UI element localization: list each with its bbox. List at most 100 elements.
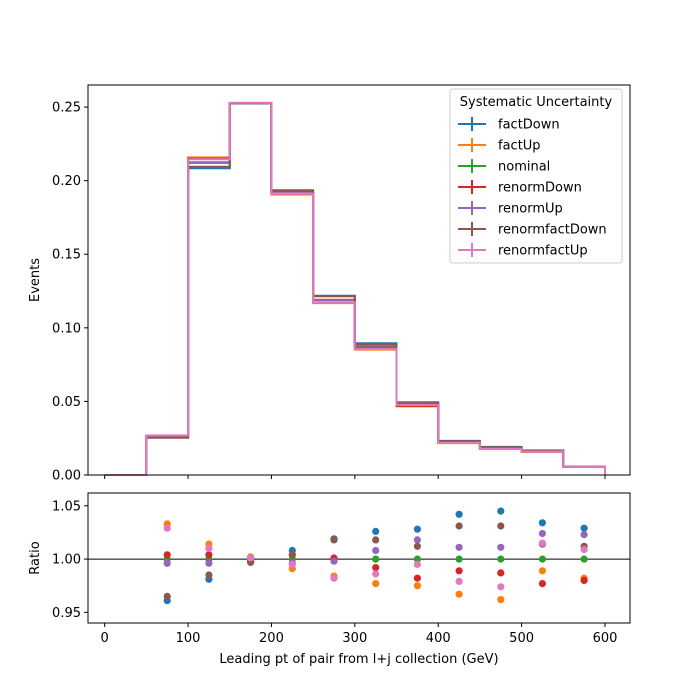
legend: Systematic Uncertainty factDown factUp nom… xyxy=(449,88,623,264)
x-axis-label: Leading pt of pair from l+j collection (… xyxy=(219,652,498,667)
ratio-point-nominal xyxy=(372,555,380,563)
legend-label: renormfactUp xyxy=(498,244,588,259)
ratio-point-factDown xyxy=(580,524,588,532)
ratio-panel: 0.95 1.00 1.05 0 100 200 300 400 500 600 Ratio L… xyxy=(28,492,631,667)
main-plot-frame xyxy=(87,84,631,476)
ratio-point-renormDown xyxy=(163,551,171,559)
ratio-x-tick-label: 300 xyxy=(342,631,367,646)
ratio-point-factUp xyxy=(372,580,380,588)
main-y-tick-label: 0.20 xyxy=(52,174,81,189)
ratio-point-renormUp xyxy=(330,557,338,565)
ratio-point-renormfactUp xyxy=(538,539,547,547)
ratio-point-nominal xyxy=(538,555,547,563)
main-y-tick-label: 0.15 xyxy=(52,248,81,263)
legend-label: renormUp xyxy=(498,202,563,217)
ratio-point-renormfactDown xyxy=(330,536,338,544)
main-y-ticks: 0.00 0.05 0.10 0.15 0.20 0.25 xyxy=(52,101,88,484)
ratio-point-factUp xyxy=(538,567,547,575)
ratio-y-ticks: 0.95 1.00 1.05 xyxy=(52,499,88,621)
ratio-point-renormfactUp xyxy=(580,545,588,554)
series-line-renormfactUp xyxy=(104,101,606,476)
ratio-point-factUp xyxy=(497,596,505,604)
ratio-x-tick-label: 400 xyxy=(426,631,451,646)
ratio-point-renormfactDown xyxy=(413,542,421,550)
ratio-point-factDown xyxy=(455,510,463,518)
ratio-point-renormfactUp xyxy=(288,560,296,569)
ratio-point-factDown xyxy=(538,519,547,527)
main-y-tick-label: 0.00 xyxy=(52,469,81,484)
ratio-point-renormfactDown xyxy=(205,571,213,579)
ratio-point-nominal xyxy=(497,555,505,563)
ratio-x-tick-label: 500 xyxy=(509,631,534,646)
ratio-point-renormfactDown xyxy=(163,592,171,601)
ratio-point-renormUp xyxy=(205,559,213,567)
ratio-point-renormDown xyxy=(372,564,380,572)
ratio-point-renormDown xyxy=(205,551,213,559)
legend-label: renormfactDown xyxy=(498,223,607,238)
ratio-point-nominal xyxy=(455,555,463,563)
legend-item-factDown: factDown xyxy=(458,117,560,133)
ratio-point-renormfactUp xyxy=(455,577,463,586)
main-y-tick-label: 0.10 xyxy=(52,321,81,336)
ratio-point-renormfactUp xyxy=(163,524,171,532)
ratio-y-tick-label: 1.05 xyxy=(52,499,81,514)
legend-item-renormUp: renormUp xyxy=(458,201,563,217)
legend-label: renormDown xyxy=(498,181,582,196)
ratio-point-renormfactUp xyxy=(372,570,380,578)
ratio-point-renormUp xyxy=(497,543,505,551)
legend-items: factDown factUp nominal renormDown renormUp r… xyxy=(458,117,607,259)
ratio-x-tick-label: 600 xyxy=(593,631,618,646)
ratio-y-tick-label: 0.95 xyxy=(52,606,81,621)
ratio-points-group xyxy=(163,507,588,605)
ratio-point-renormfactUp xyxy=(247,554,255,562)
ratio-point-renormUp xyxy=(163,559,171,567)
ratio-x-tick-label: 200 xyxy=(259,631,284,646)
legend-label: nominal xyxy=(498,160,550,175)
ratio-y-axis-label: Ratio xyxy=(28,541,43,574)
ratio-point-renormfactUp xyxy=(205,544,213,553)
main-series-group xyxy=(104,101,606,476)
ratio-point-renormfactUp xyxy=(413,560,421,569)
ratio-y-tick-label: 1.00 xyxy=(52,553,81,568)
main-x-ticks xyxy=(104,475,606,479)
ratio-point-renormDown xyxy=(497,569,505,577)
ratio-x-ticks: 0 100 200 300 400 500 600 xyxy=(101,623,618,646)
ratio-point-renormUp xyxy=(455,543,463,551)
ratio-point-factDown xyxy=(497,507,505,515)
legend-item-renormfactUp: renormfactUp xyxy=(458,243,588,259)
ratio-point-renormUp xyxy=(580,531,588,539)
main-y-axis-label: Events xyxy=(28,258,43,302)
legend-box xyxy=(449,88,623,264)
ratio-point-renormfactDown xyxy=(455,522,463,530)
ratio-point-renormfactUp xyxy=(497,583,505,591)
ratio-point-renormUp xyxy=(413,536,421,544)
ratio-x-tick-label: 100 xyxy=(176,631,201,646)
ratio-point-factUp xyxy=(455,590,463,598)
ratio-point-renormfactDown xyxy=(288,551,296,559)
ratio-plot-frame xyxy=(87,492,631,624)
ratio-point-factDown xyxy=(372,527,380,536)
legend-item-nominal: nominal xyxy=(458,159,550,175)
ratio-point-renormUp xyxy=(372,546,380,555)
main-panel: 0.00 0.05 0.10 0.15 0.20 0.25 Events xyxy=(28,84,631,484)
ratio-point-renormUp xyxy=(538,529,547,538)
main-y-tick-label: 0.05 xyxy=(52,395,81,410)
ratio-point-nominal xyxy=(580,555,588,563)
ratio-point-nominal xyxy=(413,555,421,563)
legend-item-factUp: factUp xyxy=(458,138,541,154)
ratio-point-renormfactUp xyxy=(330,574,338,582)
legend-item-renormfactDown: renormfactDown xyxy=(458,222,607,238)
ratio-x-tick-label: 0 xyxy=(101,631,109,646)
ratio-point-renormDown xyxy=(413,574,421,582)
legend-title: Systematic Uncertainty xyxy=(460,95,613,110)
legend-label: factUp xyxy=(498,139,541,154)
ratio-point-renormDown xyxy=(538,580,547,588)
ratio-point-renormfactDown xyxy=(372,536,380,544)
main-y-tick-label: 0.25 xyxy=(52,101,81,116)
legend-item-renormDown: renormDown xyxy=(458,180,582,196)
ratio-point-factUp xyxy=(413,582,421,590)
ratio-point-renormDown xyxy=(455,567,463,575)
ratio-point-renormfactDown xyxy=(497,522,505,530)
ratio-point-factDown xyxy=(413,525,421,533)
